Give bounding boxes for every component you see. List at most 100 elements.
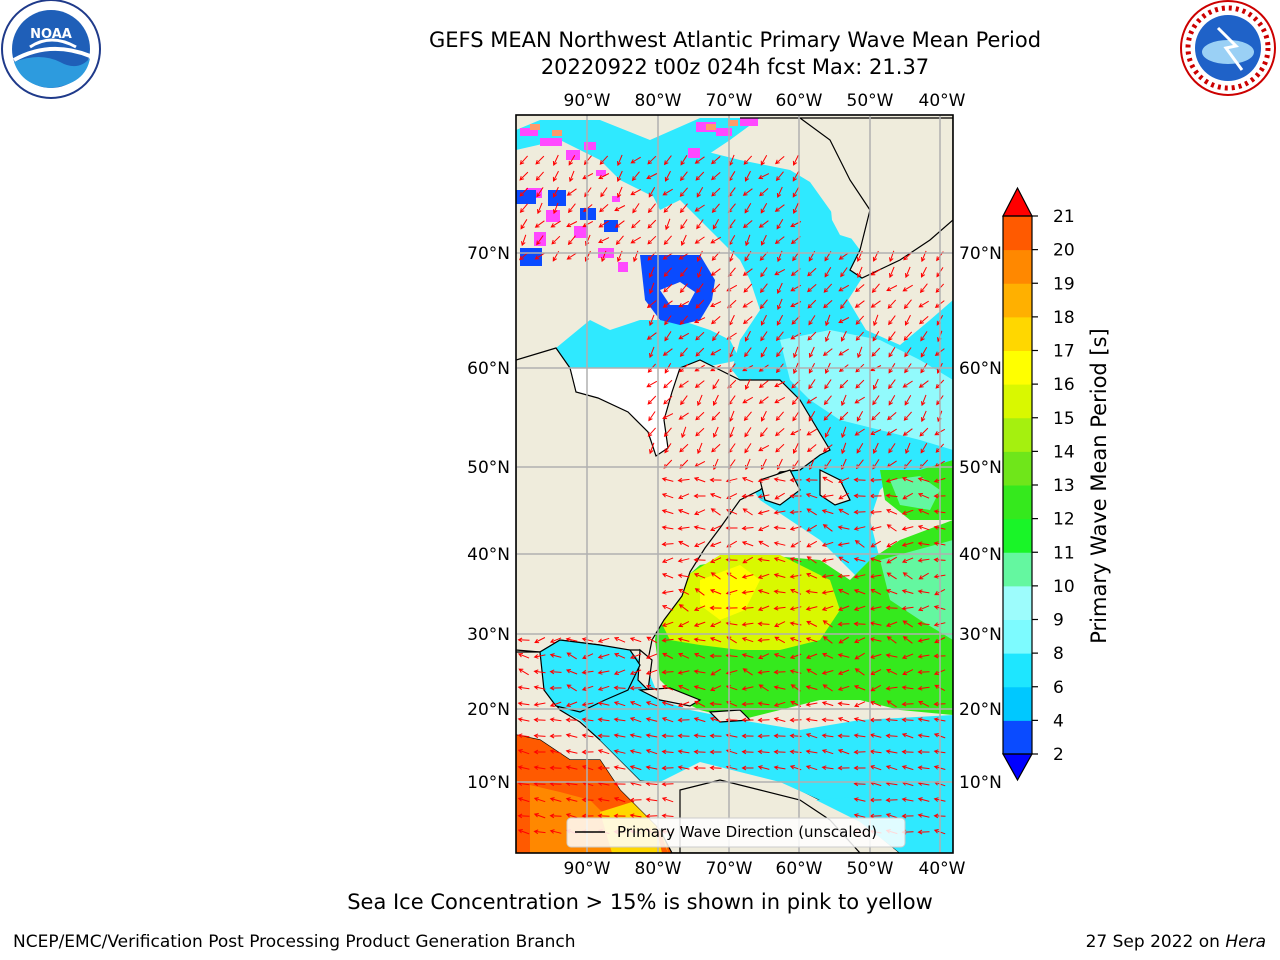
wave-arrow bbox=[533, 829, 546, 835]
wave-arrow bbox=[757, 733, 770, 739]
wave-arrow bbox=[742, 556, 754, 564]
wave-arrow bbox=[792, 202, 799, 214]
wave-arrow bbox=[885, 685, 898, 691]
wave-arrow bbox=[649, 314, 655, 327]
colorbar-tick-label: 13 bbox=[1053, 476, 1075, 496]
wave-arrow bbox=[709, 717, 722, 723]
wave-arrow bbox=[693, 525, 706, 530]
wave-arrow bbox=[855, 379, 865, 389]
wave-arrow bbox=[870, 540, 882, 548]
wave-arrow bbox=[821, 494, 834, 499]
wave-arrow bbox=[517, 765, 530, 770]
wave-direction-arrows bbox=[517, 154, 946, 835]
wave-arrow bbox=[758, 396, 769, 404]
wave-arrow bbox=[759, 299, 768, 310]
wave-arrow bbox=[694, 317, 706, 324]
wave-arrow bbox=[552, 170, 559, 182]
wave-arrow bbox=[710, 572, 721, 580]
wave-arrow bbox=[824, 267, 832, 278]
wave-arrow bbox=[821, 765, 834, 771]
wave-arrow bbox=[581, 669, 594, 675]
colorbar-tick-label: 14 bbox=[1053, 442, 1075, 462]
wave-arrow bbox=[758, 684, 769, 692]
wave-arrow bbox=[549, 797, 562, 802]
wave-arrow bbox=[598, 237, 610, 244]
wave-arrow bbox=[697, 442, 703, 455]
wave-arrow bbox=[901, 749, 914, 755]
wave-arrow bbox=[662, 188, 673, 196]
wave-arrow bbox=[695, 427, 705, 437]
wave-arrow bbox=[533, 669, 546, 675]
wave-arrow bbox=[853, 605, 866, 611]
wave-arrow bbox=[920, 346, 928, 358]
wave-arrow bbox=[661, 525, 674, 530]
wave-arrow bbox=[742, 508, 753, 516]
wave-arrow bbox=[537, 202, 543, 215]
wave-arrow bbox=[533, 797, 546, 803]
wave-arrow bbox=[645, 653, 658, 659]
wave-arrow bbox=[613, 765, 626, 770]
wave-arrow bbox=[565, 797, 578, 802]
wave-arrow bbox=[901, 717, 914, 723]
wave-arrow bbox=[886, 636, 897, 644]
wave-arrow bbox=[837, 653, 850, 658]
wave-arrow bbox=[888, 443, 896, 454]
wave-arrow bbox=[759, 427, 768, 438]
wave-arrow bbox=[661, 733, 674, 739]
wave-arrow bbox=[758, 444, 770, 452]
lat-label-10n-left: 10°N bbox=[467, 773, 510, 793]
wave-arrow bbox=[918, 508, 930, 515]
wave-arrow bbox=[519, 155, 528, 165]
colorbar-segment bbox=[1003, 619, 1032, 654]
colorbar-segment bbox=[1003, 316, 1032, 351]
wave-arrow bbox=[581, 797, 594, 803]
wave-arrow bbox=[773, 557, 786, 563]
wave-arrow bbox=[597, 653, 610, 659]
wave-arrow bbox=[581, 749, 594, 755]
wave-arrow bbox=[837, 573, 850, 579]
wave-arrow bbox=[760, 234, 767, 246]
wave-arrow bbox=[646, 684, 658, 691]
wave-arrow bbox=[870, 300, 881, 308]
wave-arrow bbox=[534, 637, 546, 644]
wave-arrow bbox=[694, 541, 706, 548]
wave-arrow bbox=[694, 509, 706, 516]
wave-arrow bbox=[581, 717, 594, 722]
wave-arrow bbox=[825, 314, 831, 327]
wave-arrow bbox=[901, 765, 914, 771]
wave-arrow bbox=[613, 637, 626, 643]
wave-arrow bbox=[807, 267, 817, 277]
lat-label-20n-left: 20°N bbox=[467, 700, 510, 720]
wave-arrow bbox=[710, 557, 722, 564]
wave-arrow bbox=[773, 653, 786, 659]
wave-arrow bbox=[517, 717, 530, 722]
wave-arrow bbox=[661, 621, 674, 627]
wave-arrow bbox=[853, 509, 866, 515]
wave-arrow bbox=[917, 541, 930, 546]
wave-arrow bbox=[758, 525, 770, 532]
wave-arrow bbox=[870, 684, 882, 692]
wave-arrow bbox=[677, 525, 690, 531]
wave-arrow bbox=[581, 702, 594, 707]
wave-arrow bbox=[549, 813, 562, 819]
wave-arrow bbox=[661, 573, 674, 579]
wave-arrow bbox=[629, 637, 642, 643]
wave-arrow bbox=[663, 155, 672, 166]
wave-arrow bbox=[549, 717, 562, 723]
wave-arrow bbox=[905, 442, 911, 455]
wave-arrow bbox=[680, 219, 688, 230]
wave-arrow bbox=[646, 332, 657, 340]
wave-arrow bbox=[742, 268, 753, 276]
wave-arrow bbox=[741, 637, 754, 643]
wave-arrow bbox=[613, 797, 626, 803]
wave-arrow bbox=[773, 701, 786, 707]
wave-arrow bbox=[759, 283, 768, 294]
wave-arrow bbox=[776, 347, 784, 358]
wave-arrow bbox=[647, 155, 657, 165]
wave-arrow bbox=[886, 556, 898, 564]
wave-arrow bbox=[822, 444, 833, 453]
wave-arrow bbox=[774, 621, 786, 628]
wave-arrow bbox=[773, 525, 786, 531]
wave-arrow bbox=[597, 813, 610, 819]
wave-arrow bbox=[614, 205, 626, 212]
